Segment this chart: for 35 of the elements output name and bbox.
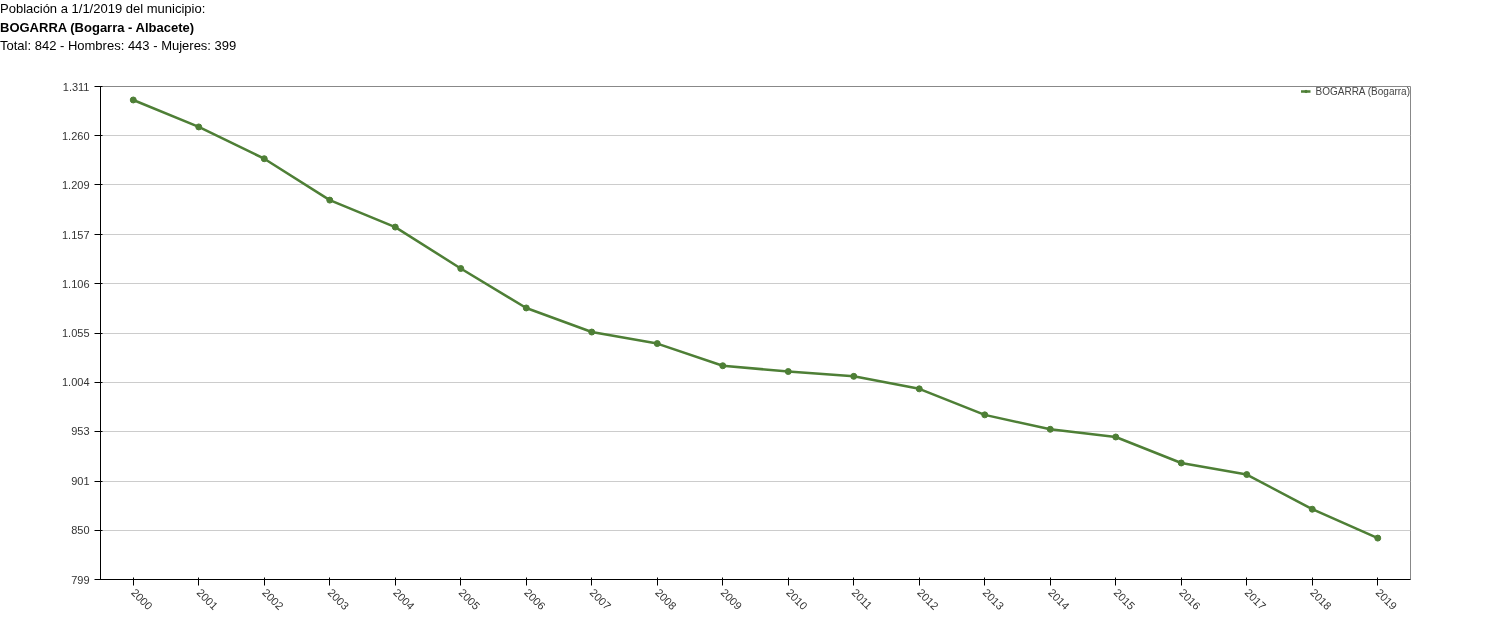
point bbox=[1374, 534, 1382, 542]
legend-label: BOGARRA (Bogarra) bbox=[1315, 85, 1410, 97]
chart-title: Población a 1/1/2019 del municipio: bbox=[0, 0, 206, 18]
y-tick-label: 799 bbox=[71, 573, 90, 586]
text: Total: 842 - Hombres: 443 - Mujeres: 399 bbox=[0, 37, 237, 56]
y-tick-label: 901 bbox=[71, 474, 90, 487]
point bbox=[1243, 470, 1251, 478]
y-tick-label: 1.260 bbox=[61, 129, 90, 142]
point bbox=[1308, 505, 1316, 513]
y-tick-label: 1.106 bbox=[61, 277, 90, 290]
point bbox=[784, 367, 792, 375]
y-tick-label: 1.055 bbox=[61, 326, 90, 339]
point bbox=[981, 411, 989, 419]
point bbox=[391, 223, 399, 231]
y-tick-label: 1.004 bbox=[61, 375, 90, 388]
point bbox=[719, 361, 727, 369]
point bbox=[588, 328, 596, 336]
point bbox=[1177, 459, 1185, 467]
point bbox=[653, 339, 661, 347]
point bbox=[915, 385, 923, 393]
chart-subtitle: BOGARRA (Bogarra - Albacete) bbox=[0, 18, 195, 37]
point bbox=[850, 372, 858, 380]
point bbox=[260, 154, 268, 162]
y-tick-label: 953 bbox=[71, 424, 90, 437]
y-tick-label: 1.157 bbox=[61, 228, 90, 241]
y-tick-label: 850 bbox=[71, 524, 90, 537]
point bbox=[1046, 425, 1054, 433]
point bbox=[522, 304, 530, 312]
y-tick-label: 1.311 bbox=[62, 80, 90, 93]
point bbox=[195, 123, 203, 131]
point bbox=[326, 196, 334, 204]
y-tick-label: 1.209 bbox=[61, 178, 90, 191]
point bbox=[1112, 433, 1120, 441]
point bbox=[129, 96, 137, 104]
point bbox=[457, 264, 465, 272]
